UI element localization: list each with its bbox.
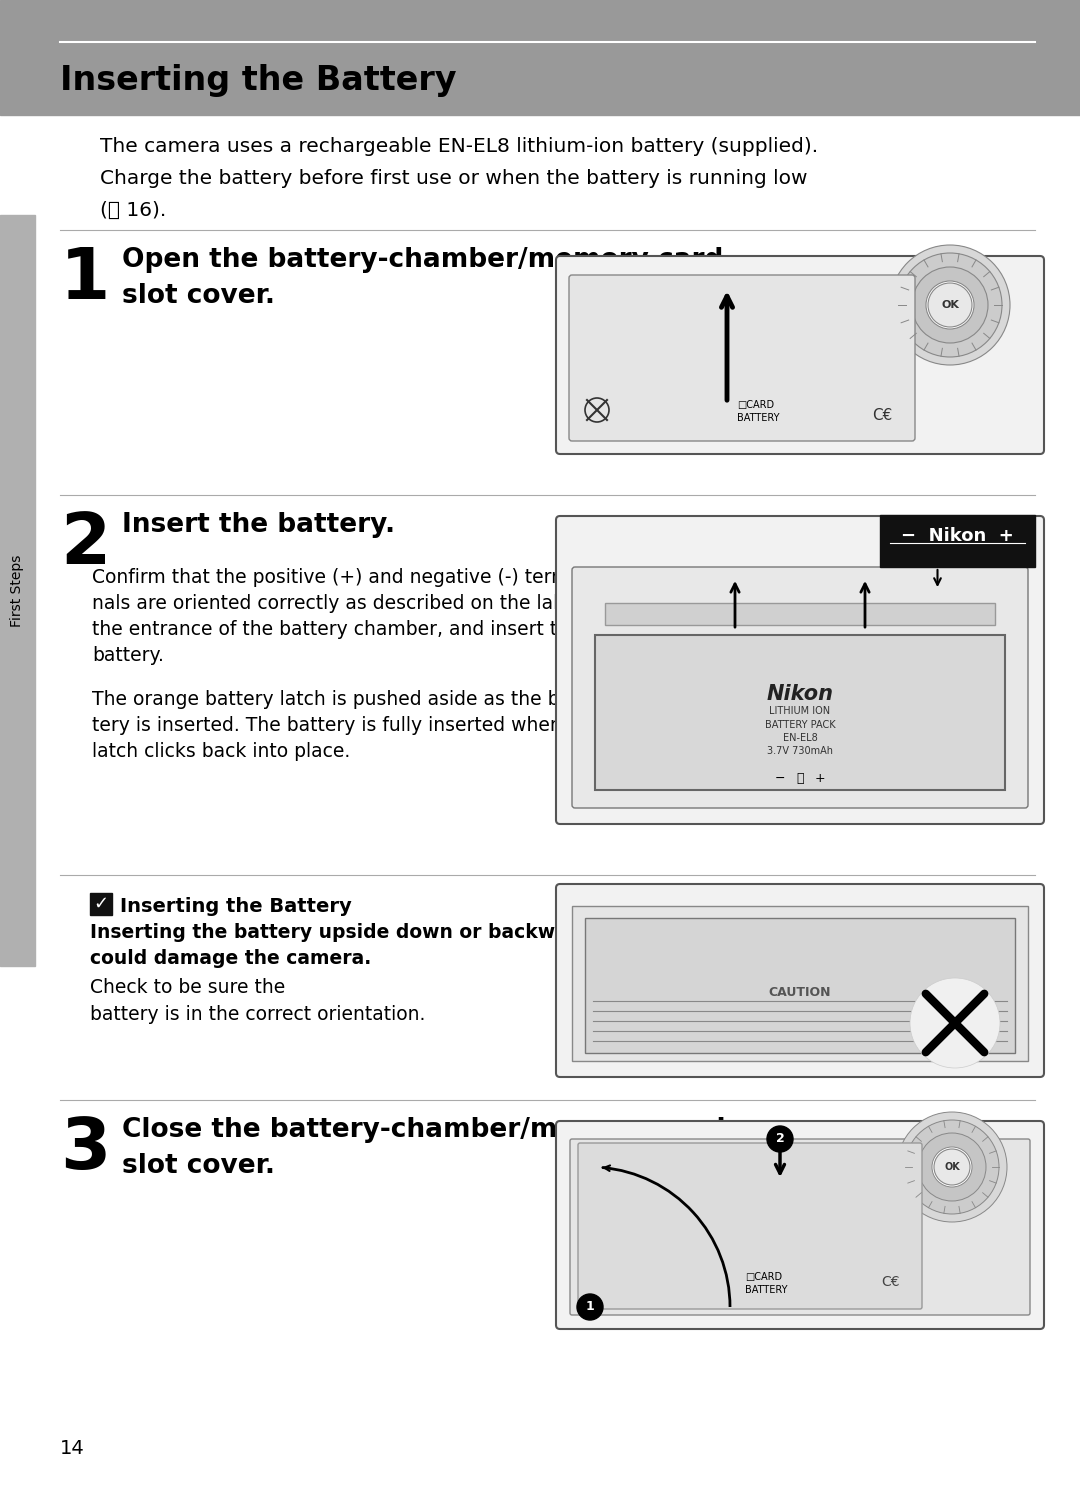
- Text: The camera uses a rechargeable EN-EL8 lithium-ion battery (supplied).: The camera uses a rechargeable EN-EL8 li…: [100, 137, 819, 156]
- Text: Inserting the Battery: Inserting the Battery: [60, 64, 457, 97]
- Bar: [605, 603, 995, 626]
- Text: Insert the battery.: Insert the battery.: [122, 513, 395, 538]
- Text: Check to be sure the
battery is in the correct orientation.: Check to be sure the battery is in the c…: [90, 978, 426, 1024]
- Circle shape: [577, 1294, 603, 1320]
- Text: Nikon: Nikon: [767, 684, 834, 704]
- Text: Close the battery-chamber/memory card
slot cover.: Close the battery-chamber/memory card sl…: [122, 1117, 726, 1178]
- Circle shape: [912, 267, 988, 343]
- FancyBboxPatch shape: [556, 1120, 1044, 1328]
- Text: 2: 2: [60, 510, 110, 580]
- Circle shape: [897, 253, 1002, 357]
- Bar: [0, 215, 35, 966]
- Text: +: +: [814, 771, 825, 785]
- FancyBboxPatch shape: [556, 516, 1044, 825]
- Circle shape: [905, 1120, 999, 1214]
- Bar: [0, 0, 1080, 114]
- Text: tery is inserted. The battery is fully inserted when the: tery is inserted. The battery is fully i…: [92, 716, 598, 736]
- Text: Confirm that the positive (+) and negative (-) termi-: Confirm that the positive (+) and negati…: [92, 568, 581, 587]
- FancyBboxPatch shape: [556, 884, 1044, 1077]
- FancyBboxPatch shape: [572, 568, 1028, 808]
- Text: −: −: [774, 771, 785, 785]
- Text: ⦵: ⦵: [796, 771, 804, 785]
- Circle shape: [918, 1132, 986, 1201]
- Circle shape: [767, 1126, 793, 1152]
- Bar: [880, 516, 1035, 568]
- FancyBboxPatch shape: [578, 1143, 922, 1309]
- FancyBboxPatch shape: [570, 1138, 1030, 1315]
- Bar: [572, 906, 1028, 1061]
- Text: BATTERY: BATTERY: [737, 413, 780, 424]
- Text: Open the battery-chamber/memory card
slot cover.: Open the battery-chamber/memory card slo…: [122, 247, 724, 309]
- Circle shape: [897, 1112, 1007, 1221]
- Text: The orange battery latch is pushed aside as the bat-: The orange battery latch is pushed aside…: [92, 690, 585, 709]
- FancyBboxPatch shape: [556, 256, 1044, 455]
- Text: nals are oriented correctly as described on the label at: nals are oriented correctly as described…: [92, 594, 607, 614]
- Circle shape: [890, 245, 1010, 366]
- Circle shape: [934, 1149, 970, 1184]
- Bar: [90, 893, 112, 915]
- Text: 14: 14: [60, 1438, 84, 1458]
- Bar: [585, 918, 1015, 1054]
- Text: First Steps: First Steps: [10, 554, 24, 627]
- Text: Inserting the Battery: Inserting the Battery: [120, 898, 352, 915]
- Circle shape: [932, 1147, 972, 1187]
- Text: the entrance of the battery chamber, and insert the: the entrance of the battery chamber, and…: [92, 620, 581, 639]
- Text: OK: OK: [944, 1162, 960, 1172]
- Circle shape: [928, 282, 972, 327]
- Text: CAUTION: CAUTION: [769, 985, 832, 999]
- Text: ✓: ✓: [94, 895, 109, 912]
- Bar: [595, 635, 1005, 791]
- FancyBboxPatch shape: [569, 275, 915, 441]
- Text: BATTERY: BATTERY: [745, 1285, 787, 1294]
- Text: 1: 1: [60, 245, 110, 314]
- Text: latch clicks back into place.: latch clicks back into place.: [92, 742, 350, 761]
- Text: C€: C€: [872, 409, 892, 424]
- Text: Inserting the battery upside down or backwards
could damage the camera.: Inserting the battery upside down or bac…: [90, 923, 602, 969]
- Text: □CARD: □CARD: [745, 1272, 782, 1282]
- Text: 2: 2: [775, 1132, 784, 1146]
- Text: Charge the battery before first use or when the battery is running low: Charge the battery before first use or w…: [100, 169, 808, 189]
- Circle shape: [910, 978, 1000, 1068]
- Text: −  Nikon  +: − Nikon +: [901, 528, 1014, 545]
- Circle shape: [926, 281, 974, 328]
- Text: □CARD: □CARD: [737, 400, 774, 410]
- Text: C€: C€: [881, 1275, 900, 1288]
- Text: (⓾ 16).: (⓾ 16).: [100, 201, 166, 220]
- Text: 1: 1: [585, 1300, 594, 1314]
- Text: 3: 3: [60, 1114, 110, 1184]
- Text: battery.: battery.: [92, 646, 164, 666]
- Text: LITHIUM ION
BATTERY PACK
EN-EL8
3.7V 730mAh: LITHIUM ION BATTERY PACK EN-EL8 3.7V 730…: [765, 706, 835, 756]
- Text: OK: OK: [941, 300, 959, 311]
